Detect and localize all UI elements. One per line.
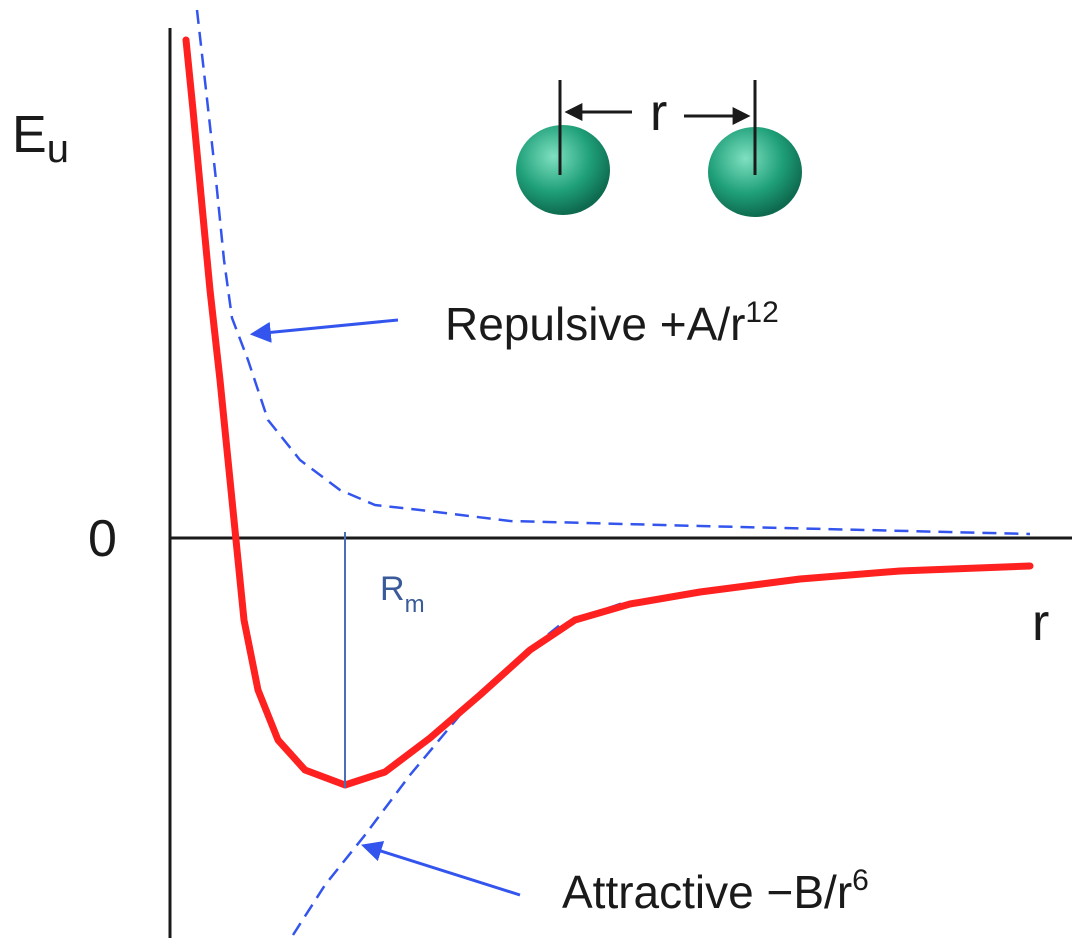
separation-label: r	[650, 84, 667, 142]
y-axis-label-main: E	[12, 106, 47, 164]
potential-curve	[182, 36, 1034, 789]
repulsive-pointer-arrow	[249, 318, 399, 343]
x-axis-label: r	[1032, 594, 1049, 652]
repulsive-label: Repulsive +A/r12	[445, 296, 779, 350]
attractive-label-exponent: 6	[852, 864, 869, 897]
minimum-label-main: R	[380, 570, 405, 608]
atom-pair-illustration: r	[516, 80, 802, 217]
repulsive-curve	[195, 9, 1031, 536]
minimum-label: Rm	[380, 570, 425, 618]
repulsive-label-text: Repulsive +A/r	[445, 298, 745, 350]
repulsive-label-exponent: 12	[745, 296, 778, 329]
minimum-label-sub: m	[405, 591, 425, 618]
atom-left	[516, 125, 610, 215]
attractive-pointer-arrow	[360, 841, 521, 897]
y-axis-label-sub: u	[47, 127, 69, 171]
zero-label: 0	[88, 510, 117, 568]
attractive-label: Attractive −B/r6	[562, 864, 869, 918]
attractive-label-text: Attractive −B/r	[562, 866, 852, 918]
y-axis-label: Eu	[12, 106, 69, 171]
